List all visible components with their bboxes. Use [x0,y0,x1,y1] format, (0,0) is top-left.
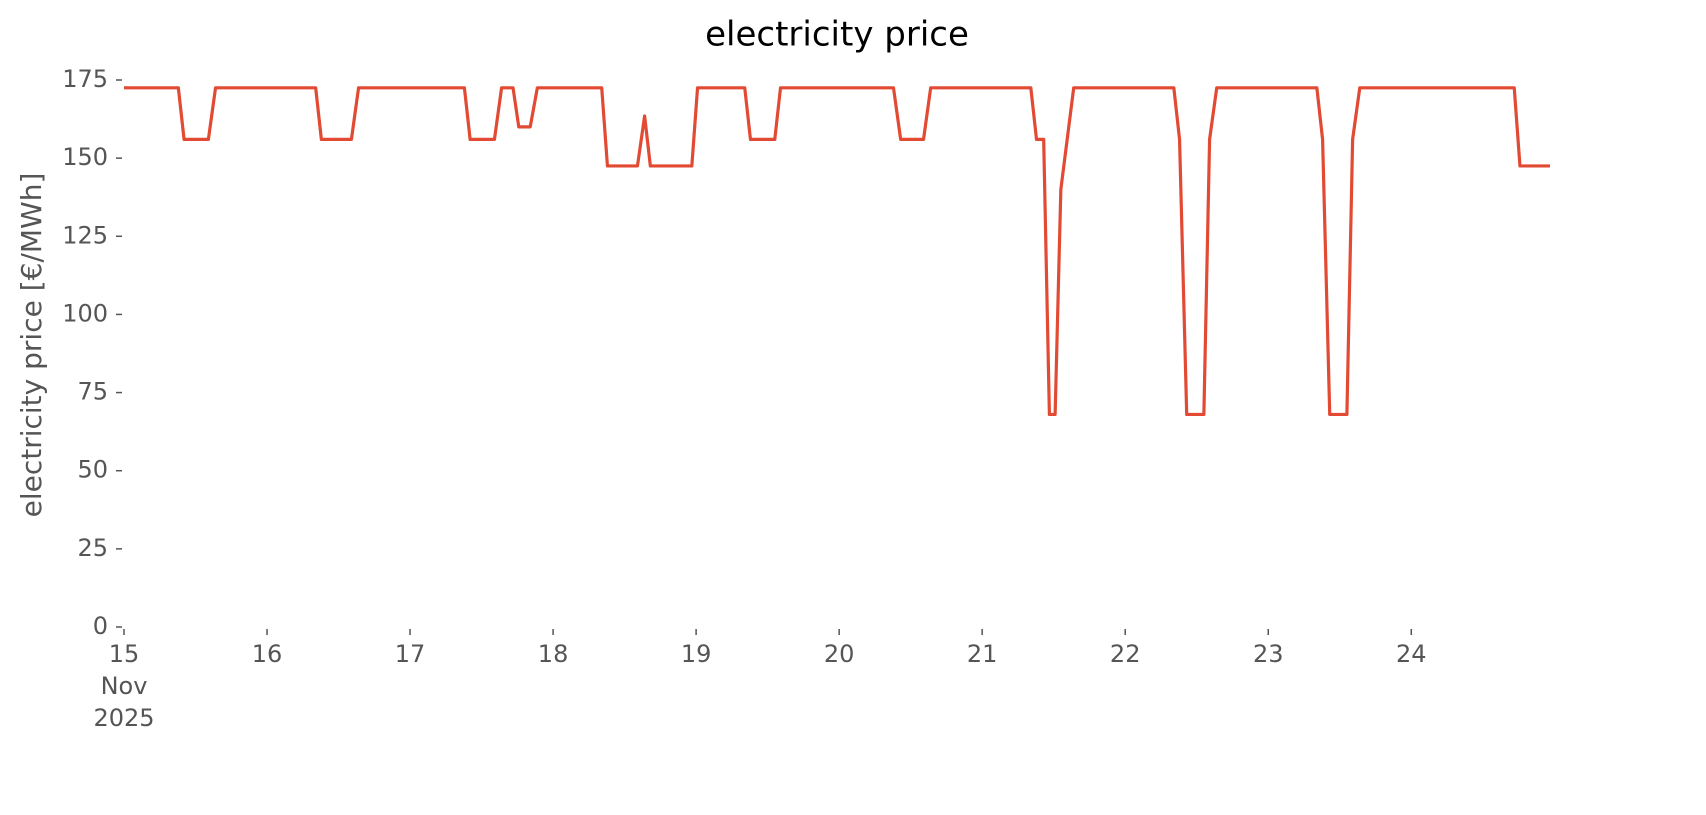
y-axis-label: electricity price [€/MWh] [15,173,48,518]
y-tick-label: 0 [93,612,108,640]
x-tick-label: 15 Nov 2025 [93,640,155,732]
x-tick-label: 20 [823,640,855,668]
chart-title: electricity price [705,15,969,55]
y-tick-label: 75 [77,378,108,406]
x-tick-label: 18 [537,640,569,668]
y-tick-label: 50 [77,456,108,484]
x-tick-label: 24 [1395,640,1427,668]
y-tick-label: 100 [62,299,108,327]
x-tick-label: 23 [1252,640,1284,668]
x-tick-label: 16 [251,640,283,668]
x-tick-label: 22 [1109,640,1141,668]
x-tick-label: 21 [966,640,998,668]
y-tick-label: 150 [62,143,108,171]
y-tick-label: 25 [77,534,108,562]
x-tick-label: 19 [680,640,712,668]
price-line [124,86,1550,417]
x-tick-label: 17 [394,640,426,668]
y-tick-label: 125 [62,221,108,249]
y-tick-label: 175 [62,65,108,93]
